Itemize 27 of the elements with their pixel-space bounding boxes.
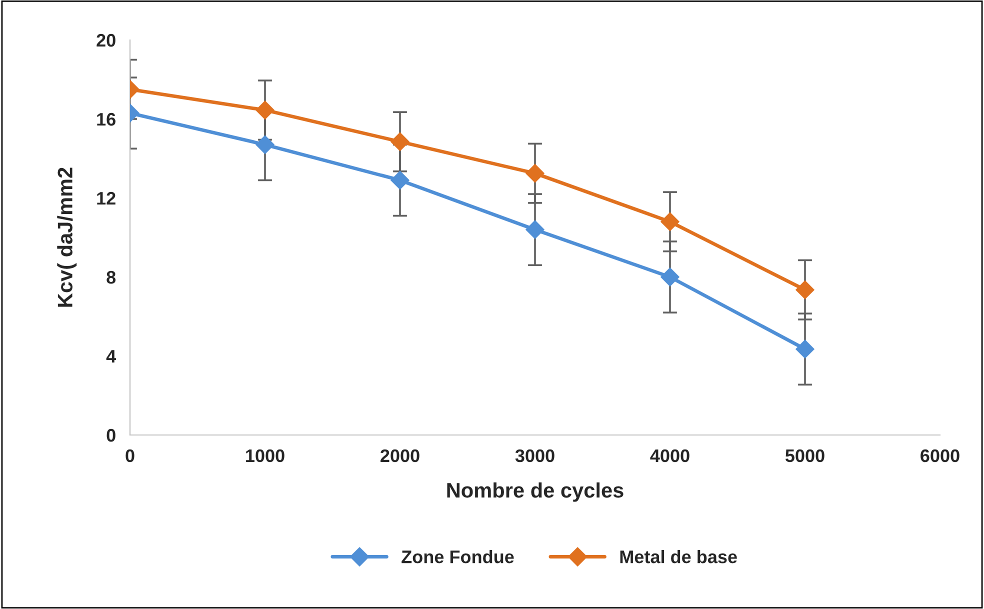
point [796,280,814,300]
point [796,340,814,358]
y-tick-label: 20 [96,34,116,47]
point [526,164,544,183]
y-tick-label: 4 [106,350,116,363]
x-tick-label: 4000 [650,449,690,462]
y-tick-label: 0 [106,428,116,442]
point [256,135,274,154]
point [660,212,680,232]
y-tick-label: 8 [106,270,116,284]
point [390,132,410,152]
x-tick-label: 1000 [246,449,284,462]
y-tick-label: 12 [97,192,116,205]
y-axis-title: Kcv( daJ/mm2 [57,168,77,307]
point [660,268,680,286]
legend-label: Metal de base [620,550,737,564]
y-tick-label: 16 [97,112,116,126]
point [256,100,274,120]
point [526,220,544,239]
legend-label: Zone Fondue [402,550,514,564]
x-tick-label: 3000 [515,449,554,462]
x-tick-label: 5000 [785,449,824,462]
x-tick-label: 0 [126,449,134,462]
x-tick-label: 2000 [380,449,420,462]
x-axis-title: Nombre de cycles [447,482,624,502]
point [390,170,410,190]
x-tick-label: 6000 [920,449,960,462]
